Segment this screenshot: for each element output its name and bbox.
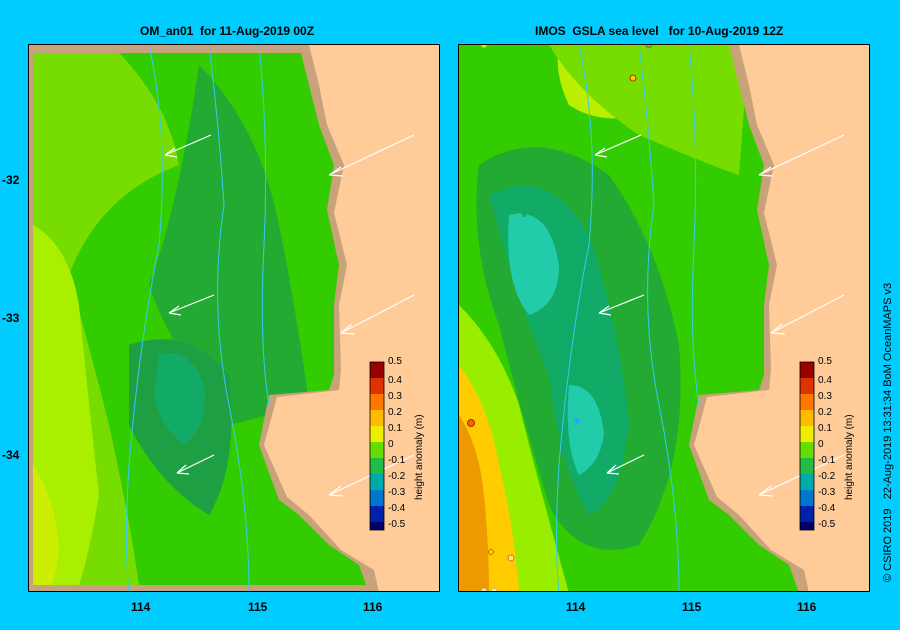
wind-arrows xyxy=(164,134,415,497)
obs-point xyxy=(574,418,580,424)
wind-arrow xyxy=(340,294,415,335)
colorbar-tick: -0.3 xyxy=(388,487,406,498)
wind-arrow xyxy=(176,454,215,475)
colorbar-tick: -0.4 xyxy=(818,503,836,514)
isobath-line xyxy=(208,45,250,591)
anomaly-field-peak xyxy=(33,465,59,585)
right-colorbar xyxy=(799,361,815,531)
colorbar-tick: 0 xyxy=(818,439,824,450)
y-tick-label: -32 xyxy=(2,173,20,187)
colorbar-label: height anomaly (m) xyxy=(844,414,855,500)
anomaly-field-positive-strong xyxy=(33,225,99,585)
wind-arrow xyxy=(598,294,645,316)
left-map-canvas xyxy=(29,45,439,591)
obs-point xyxy=(480,587,488,591)
observation-points xyxy=(467,45,653,591)
isobath-line xyxy=(126,45,163,591)
anomaly-field-negative xyxy=(149,65,309,425)
y-tick-label: -34 xyxy=(2,448,20,462)
colorbar-tick: -0.1 xyxy=(388,455,406,466)
wind-arrows xyxy=(594,134,845,497)
left-map-title: OM_an01 for 11-Aug-2019 00Z xyxy=(140,24,315,38)
colorbar-tick: -0.5 xyxy=(818,519,836,530)
colorbar-tick: 0.4 xyxy=(818,375,832,386)
wind-arrow xyxy=(594,134,642,158)
isobath-line xyxy=(258,45,270,406)
obs-point xyxy=(488,549,494,555)
colorbar-tick: 0.2 xyxy=(388,407,402,418)
obs-point xyxy=(480,45,488,49)
colorbar-tick: 0 xyxy=(388,439,394,450)
colorbar-tick: -0.3 xyxy=(818,487,836,498)
left-map: 0.5 0.4 0.3 0.2 0.1 0 -0.1 -0.2 -0.3 -0.… xyxy=(28,44,440,592)
right-map-title: IMOS GSLA sea level for 10-Aug-2019 12Z xyxy=(535,24,784,38)
colorbar-tick: 0.4 xyxy=(388,375,402,386)
x-tick-label: 115 xyxy=(682,600,702,614)
x-tick-label: 114 xyxy=(566,600,586,614)
land-mass xyxy=(264,45,439,591)
obs-point xyxy=(467,419,475,427)
wind-arrow xyxy=(328,134,415,177)
x-tick-label: 116 xyxy=(363,600,383,614)
obs-point xyxy=(517,213,521,217)
colorbar-label: height anomaly (m) xyxy=(414,414,425,500)
anomaly-field-minimum xyxy=(508,213,559,315)
colorbar-tick: -0.1 xyxy=(818,455,836,466)
wind-arrow xyxy=(164,134,212,158)
anomaly-field-peak xyxy=(459,415,489,591)
obs-point xyxy=(507,554,515,562)
colorbar-tick: -0.2 xyxy=(818,471,836,482)
isobath-line xyxy=(638,45,680,591)
x-tick-label: 115 xyxy=(248,600,268,614)
colorbar-tick: 0.5 xyxy=(818,356,832,367)
right-map-canvas xyxy=(459,45,869,591)
land-mass xyxy=(694,45,869,591)
isobath-line xyxy=(688,45,700,406)
obs-point xyxy=(629,74,637,82)
obs-point xyxy=(645,45,653,49)
isobath-line xyxy=(556,45,593,591)
wind-arrow xyxy=(168,294,215,316)
colorbar-tick: -0.2 xyxy=(388,471,406,482)
obs-point xyxy=(490,587,498,591)
left-colorbar xyxy=(369,361,385,531)
wind-arrow xyxy=(606,454,645,475)
colorbar-tick: 0.1 xyxy=(388,423,402,434)
x-tick-label: 114 xyxy=(131,600,151,614)
anomaly-field-minimum xyxy=(567,385,604,475)
x-tick-label: 116 xyxy=(797,600,817,614)
wind-arrow xyxy=(758,134,845,177)
colorbar-tick: 0.3 xyxy=(388,391,402,402)
colorbar-tick: 0.3 xyxy=(818,391,832,402)
right-map: 0.5 0.4 0.3 0.2 0.1 0 -0.1 -0.2 -0.3 -0.… xyxy=(458,44,870,592)
colorbar-tick: 0.5 xyxy=(388,356,402,367)
colorbar-tick: 0.2 xyxy=(818,407,832,418)
colorbar-tick: 0.1 xyxy=(818,423,832,434)
wind-arrow xyxy=(770,294,845,335)
obs-point xyxy=(522,213,526,217)
colorbar-tick: -0.5 xyxy=(388,519,406,530)
anomaly-field-negative-strong xyxy=(154,353,205,445)
credit-text: © CSIRO 2019 22-Aug-2019 13:31:34 BoM Oc… xyxy=(882,282,894,582)
colorbar-tick: -0.4 xyxy=(388,503,406,514)
y-tick-label: -33 xyxy=(2,311,20,325)
anomaly-field-positive xyxy=(459,45,749,175)
